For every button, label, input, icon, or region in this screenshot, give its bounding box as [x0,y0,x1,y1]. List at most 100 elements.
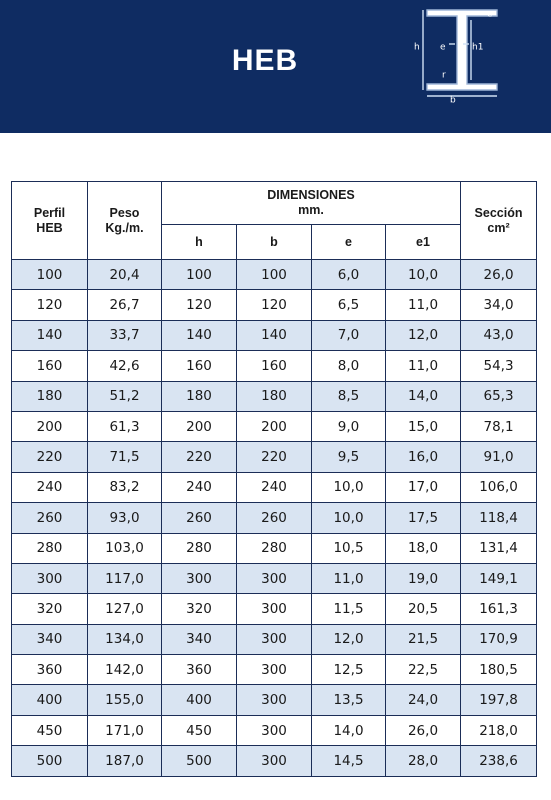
table-cell: 180 [11,380,88,412]
diagram-label: b [450,96,456,106]
header-text: cm² [487,220,510,235]
table-cell: 16,0 [384,441,462,473]
table-cell: 300 [236,623,312,656]
table-row: 220 71,5 220 220 9,5 16,0 91,0 [11,441,538,473]
table-cell: 155,0 [87,684,162,716]
table-cell: 320 [161,593,237,625]
table-cell: 240 [236,471,312,504]
table-cell: 17,0 [384,471,462,504]
table-cell: 14,0 [384,380,462,412]
table-cell: 134,0 [87,623,162,656]
header-text: Perfil HEB [33,205,66,235]
table-cell: 6,0 [311,258,386,291]
table-cell: 280 [11,532,88,564]
table-cell: 91,0 [460,441,538,473]
table-cell: 140 [11,319,88,352]
table-cell: 100 [161,258,237,291]
table-cell: 103,0 [87,532,162,564]
table-cell: 260 [161,502,237,534]
table-cell: 61,3 [87,410,162,443]
table-row: 300 117,0 300 300 11,0 19,0 149,1 [11,562,538,595]
header-cell: Perfil HEB [11,181,88,260]
table-cell: 500 [161,745,237,777]
table-cell: 12,0 [384,319,462,352]
table-row: 320 127,0 320 300 11,5 20,5 161,3 [11,593,538,625]
table-cell: 400 [161,684,237,716]
table-cell: 160 [236,350,312,382]
table-cell: 240 [161,471,237,504]
table-cell: 117,0 [87,562,162,595]
table-cell: 280 [236,532,312,564]
table-cell: 149,1 [460,562,538,595]
table-row: 240 83,2 240 240 10,0 17,0 106,0 [11,471,538,504]
table-cell: 280 [161,532,237,564]
table-cell: 160 [11,350,88,382]
table-cell: 10,0 [384,258,462,291]
table-cell: 238,6 [460,745,538,777]
table-cell: 120 [11,289,88,321]
table-cell: 220 [11,441,88,473]
diagram-label: h1 [472,43,483,53]
table-cell: 260 [11,502,88,534]
table-cell: 10,5 [311,532,386,564]
table-cell: 21,5 [384,623,462,656]
diagram-label: e [440,43,446,53]
table-row: 120 26,7 120 120 6,5 11,0 34,0 [11,289,538,321]
table-cell: 127,0 [87,593,162,625]
table-row: 450 171,0 450 300 14,0 26,0 218,0 [11,714,538,747]
header-text: Sección [474,205,523,220]
table-cell: 42,6 [87,350,162,382]
table-cell: 300 [236,714,312,747]
page-title: HEB [231,44,299,77]
table-cell: 78,1 [460,410,538,443]
table-cell: 9,5 [311,441,386,473]
table-cell: 260 [236,502,312,534]
header-text: Peso Kg./m. [105,205,144,235]
diagram-label: h [414,43,420,53]
table-row: 500 187,0 500 300 14,5 28,0 238,6 [11,745,538,777]
header-text: DIMENSIONES [267,188,355,202]
table-cell: 160 [161,350,237,382]
table-cell: 140 [161,319,237,352]
table-cell: 120 [161,289,237,321]
table-cell: 131,4 [460,532,538,564]
profile-table: Perfil HEB Peso Kg./m. DIMENSIONES mm. Se… [11,181,538,777]
table-cell: 180,5 [460,654,538,686]
table-cell: 200 [236,410,312,443]
table-row: 180 51,2 180 180 8,5 14,0 65,3 [11,380,538,412]
table-cell: 11,0 [384,350,462,382]
table-cell: 120 [236,289,312,321]
table-cell: 300 [236,593,312,625]
table-cell: 8,5 [311,380,386,412]
table-cell: 170,9 [460,623,538,656]
table-cell: 11,0 [384,289,462,321]
table-cell: 33,7 [87,319,162,352]
table-cell: 360 [161,654,237,686]
table-cell: 7,0 [311,319,386,352]
table-cell: 22,5 [384,654,462,686]
table-cell: 500 [11,745,88,777]
table-cell: 14,5 [311,745,386,777]
beam-diagram: e h e h1 r b [414,9,498,106]
table-cell: 20,4 [87,258,162,291]
sub-header: e [311,224,386,260]
table-cell: 300 [236,684,312,716]
table-cell: 18,0 [384,532,462,564]
header-cell: Peso Kg./m. [87,181,162,260]
table-cell: 11,0 [311,562,386,595]
table-row: 160 42,6 160 160 8,0 11,0 54,3 [11,350,538,382]
sub-header: b [236,224,312,260]
table-cell: 360 [11,654,88,686]
table-cell: 200 [11,410,88,443]
table-row: 360 142,0 360 300 12,5 22,5 180,5 [11,654,538,686]
table-cell: 12,5 [311,654,386,686]
table-cell: 14,0 [311,714,386,747]
table-cell: 197,8 [460,684,538,716]
table-cell: 100 [236,258,312,291]
table-cell: 15,0 [384,410,462,443]
table-cell: 218,0 [460,714,538,747]
header-text: mm. [298,203,324,217]
table-cell: 180 [236,380,312,412]
